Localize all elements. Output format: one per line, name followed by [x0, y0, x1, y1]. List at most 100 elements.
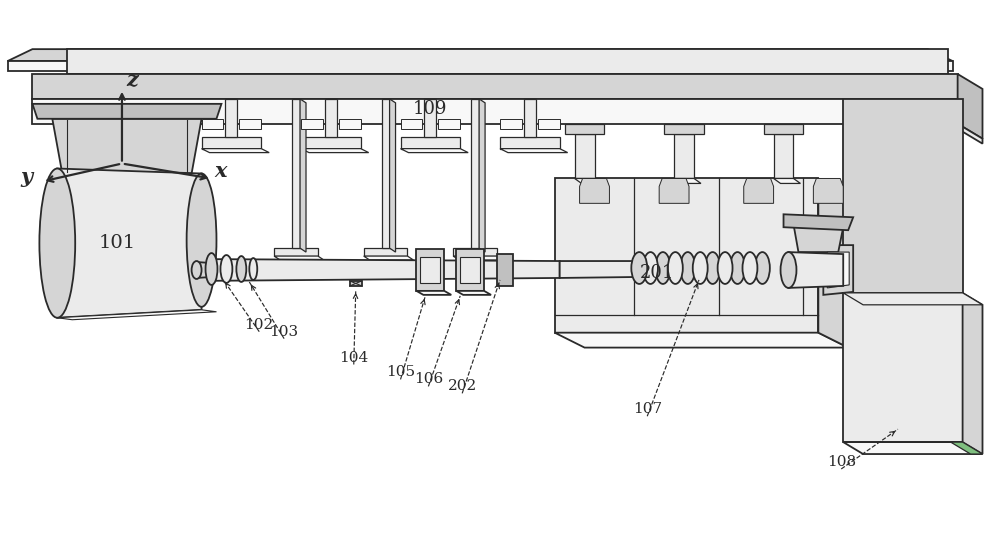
Polygon shape: [382, 99, 390, 248]
Polygon shape: [456, 249, 484, 291]
Polygon shape: [32, 74, 958, 99]
Polygon shape: [524, 99, 536, 137]
Polygon shape: [958, 74, 982, 139]
Ellipse shape: [781, 252, 796, 288]
Ellipse shape: [192, 261, 202, 279]
Ellipse shape: [705, 252, 720, 284]
Ellipse shape: [730, 252, 745, 284]
Polygon shape: [500, 137, 560, 148]
Text: 105: 105: [386, 365, 415, 379]
Polygon shape: [843, 442, 982, 454]
Polygon shape: [453, 256, 503, 260]
Polygon shape: [774, 134, 793, 179]
Polygon shape: [818, 179, 848, 348]
Polygon shape: [843, 99, 963, 293]
Text: 103: 103: [270, 324, 299, 338]
Polygon shape: [565, 124, 604, 134]
Polygon shape: [793, 224, 843, 252]
Polygon shape: [274, 248, 318, 256]
Polygon shape: [202, 119, 223, 129]
Polygon shape: [659, 179, 689, 203]
Polygon shape: [8, 49, 953, 61]
Text: 107: 107: [633, 402, 662, 416]
Polygon shape: [555, 179, 818, 332]
Polygon shape: [674, 134, 694, 179]
Polygon shape: [202, 137, 261, 148]
Polygon shape: [479, 99, 485, 252]
Ellipse shape: [39, 168, 75, 318]
Polygon shape: [401, 119, 422, 129]
Polygon shape: [843, 293, 963, 442]
Text: 101: 101: [98, 234, 136, 252]
Polygon shape: [471, 99, 479, 248]
Text: x: x: [214, 161, 227, 181]
Ellipse shape: [755, 252, 770, 284]
Ellipse shape: [249, 258, 257, 280]
Polygon shape: [843, 293, 982, 305]
Polygon shape: [500, 119, 522, 129]
Polygon shape: [197, 259, 560, 281]
Polygon shape: [560, 261, 719, 278]
Polygon shape: [438, 119, 460, 129]
Polygon shape: [784, 214, 853, 230]
Polygon shape: [500, 148, 568, 153]
Ellipse shape: [718, 252, 733, 284]
Polygon shape: [664, 124, 704, 134]
Polygon shape: [390, 99, 396, 252]
Ellipse shape: [643, 252, 658, 284]
Polygon shape: [456, 291, 491, 295]
Polygon shape: [52, 119, 202, 173]
Polygon shape: [292, 99, 300, 248]
Polygon shape: [575, 179, 601, 183]
Ellipse shape: [655, 252, 670, 284]
Polygon shape: [958, 124, 982, 144]
Polygon shape: [674, 179, 701, 183]
Ellipse shape: [680, 252, 695, 284]
Polygon shape: [813, 179, 843, 203]
Polygon shape: [225, 99, 237, 137]
Ellipse shape: [742, 252, 757, 284]
Ellipse shape: [668, 252, 683, 284]
Text: 202: 202: [448, 379, 477, 393]
Text: y: y: [20, 167, 32, 187]
Text: 201: 201: [640, 264, 674, 282]
Polygon shape: [350, 281, 362, 286]
Ellipse shape: [187, 173, 216, 307]
Polygon shape: [57, 168, 202, 318]
Polygon shape: [744, 179, 774, 203]
Polygon shape: [416, 291, 451, 295]
Polygon shape: [202, 148, 269, 153]
Text: 104: 104: [339, 350, 368, 365]
Polygon shape: [57, 310, 216, 320]
Polygon shape: [951, 442, 982, 454]
Text: 108: 108: [827, 455, 856, 469]
Polygon shape: [555, 332, 848, 348]
Polygon shape: [197, 262, 211, 278]
Polygon shape: [301, 137, 361, 148]
Polygon shape: [575, 134, 595, 179]
Polygon shape: [823, 245, 853, 295]
Polygon shape: [8, 61, 953, 71]
Polygon shape: [420, 257, 440, 283]
Polygon shape: [32, 99, 958, 124]
Polygon shape: [774, 179, 800, 183]
Polygon shape: [301, 148, 369, 153]
Polygon shape: [497, 254, 513, 286]
Polygon shape: [963, 293, 982, 454]
Polygon shape: [239, 119, 261, 129]
Polygon shape: [401, 148, 468, 153]
Ellipse shape: [220, 255, 232, 283]
Text: z: z: [126, 70, 138, 90]
Polygon shape: [538, 119, 560, 129]
Polygon shape: [416, 249, 444, 291]
Polygon shape: [339, 119, 361, 129]
Ellipse shape: [693, 252, 708, 284]
Text: 109: 109: [413, 100, 448, 118]
Polygon shape: [364, 256, 413, 260]
Polygon shape: [580, 179, 609, 203]
Polygon shape: [764, 124, 803, 134]
Polygon shape: [325, 99, 337, 137]
Ellipse shape: [631, 252, 647, 284]
Ellipse shape: [236, 256, 246, 282]
Polygon shape: [32, 104, 221, 119]
